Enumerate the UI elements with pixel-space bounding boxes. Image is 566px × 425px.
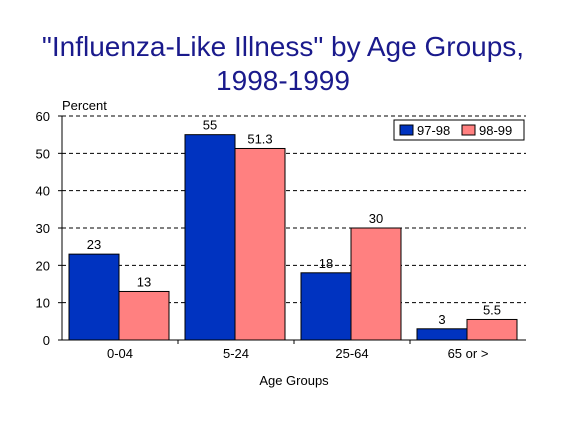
- x-tick-label: 5-24: [223, 346, 249, 361]
- grid-lines: [62, 115, 526, 304]
- data-label: 5.5: [483, 302, 501, 317]
- legend-label: 97-98: [417, 123, 450, 138]
- bar-98-99-5-24: [234, 147, 286, 341]
- x-tick-label: 0-04: [107, 346, 133, 361]
- y-tick-label: 40: [36, 184, 50, 199]
- bar-97-98-0-04: [68, 253, 120, 341]
- y-tick-label: 10: [36, 296, 50, 311]
- y-tick-label: 60: [36, 109, 50, 124]
- x-tick-label: 65 or >: [448, 346, 489, 361]
- bar-97-98-65 or >: [416, 328, 468, 341]
- legend-label: 98-99: [479, 123, 512, 138]
- legend-swatch: [399, 124, 414, 136]
- y-tick-label: 20: [36, 258, 50, 273]
- bar-97-98-5-24: [184, 134, 236, 341]
- data-label: 18: [319, 256, 333, 271]
- data-label: 13: [137, 274, 151, 289]
- bar-97-98-25-64: [300, 272, 352, 341]
- data-label: 3: [438, 312, 445, 327]
- data-label: 23: [87, 237, 101, 252]
- x-tick-label: 25-64: [335, 346, 368, 361]
- chart-title-line-2: 1998-1999: [216, 65, 350, 96]
- bar-98-99-25-64: [350, 227, 402, 341]
- y-tick-label: 0: [43, 333, 50, 348]
- legend: 97-98 98-99: [393, 119, 525, 141]
- y-tick-label: 50: [36, 146, 50, 161]
- legend-box: [393, 119, 525, 141]
- axes: 0 10 20 30 40 50 60 0-04 5-24 25-64 65 or >: [36, 109, 526, 361]
- bars: 23 13 55 51.3 18 30 3 5.5: [68, 118, 518, 341]
- data-label: 55: [203, 118, 217, 133]
- bar-98-99-65 or >: [466, 318, 518, 341]
- x-axis-label: Age Groups: [259, 373, 329, 388]
- legend-swatch: [461, 124, 476, 136]
- y-axis-label: Percent: [62, 98, 107, 113]
- bar-98-99-0-04: [118, 290, 170, 341]
- chart-title-line-1: "Influenza-Like Illness" by Age Groups,: [41, 31, 525, 62]
- y-tick-label: 30: [36, 221, 50, 236]
- chart-title: "Influenza-Like Illness" by Age Groups, …: [0, 30, 566, 98]
- data-label: 51.3: [247, 131, 272, 146]
- data-label: 30: [369, 211, 383, 226]
